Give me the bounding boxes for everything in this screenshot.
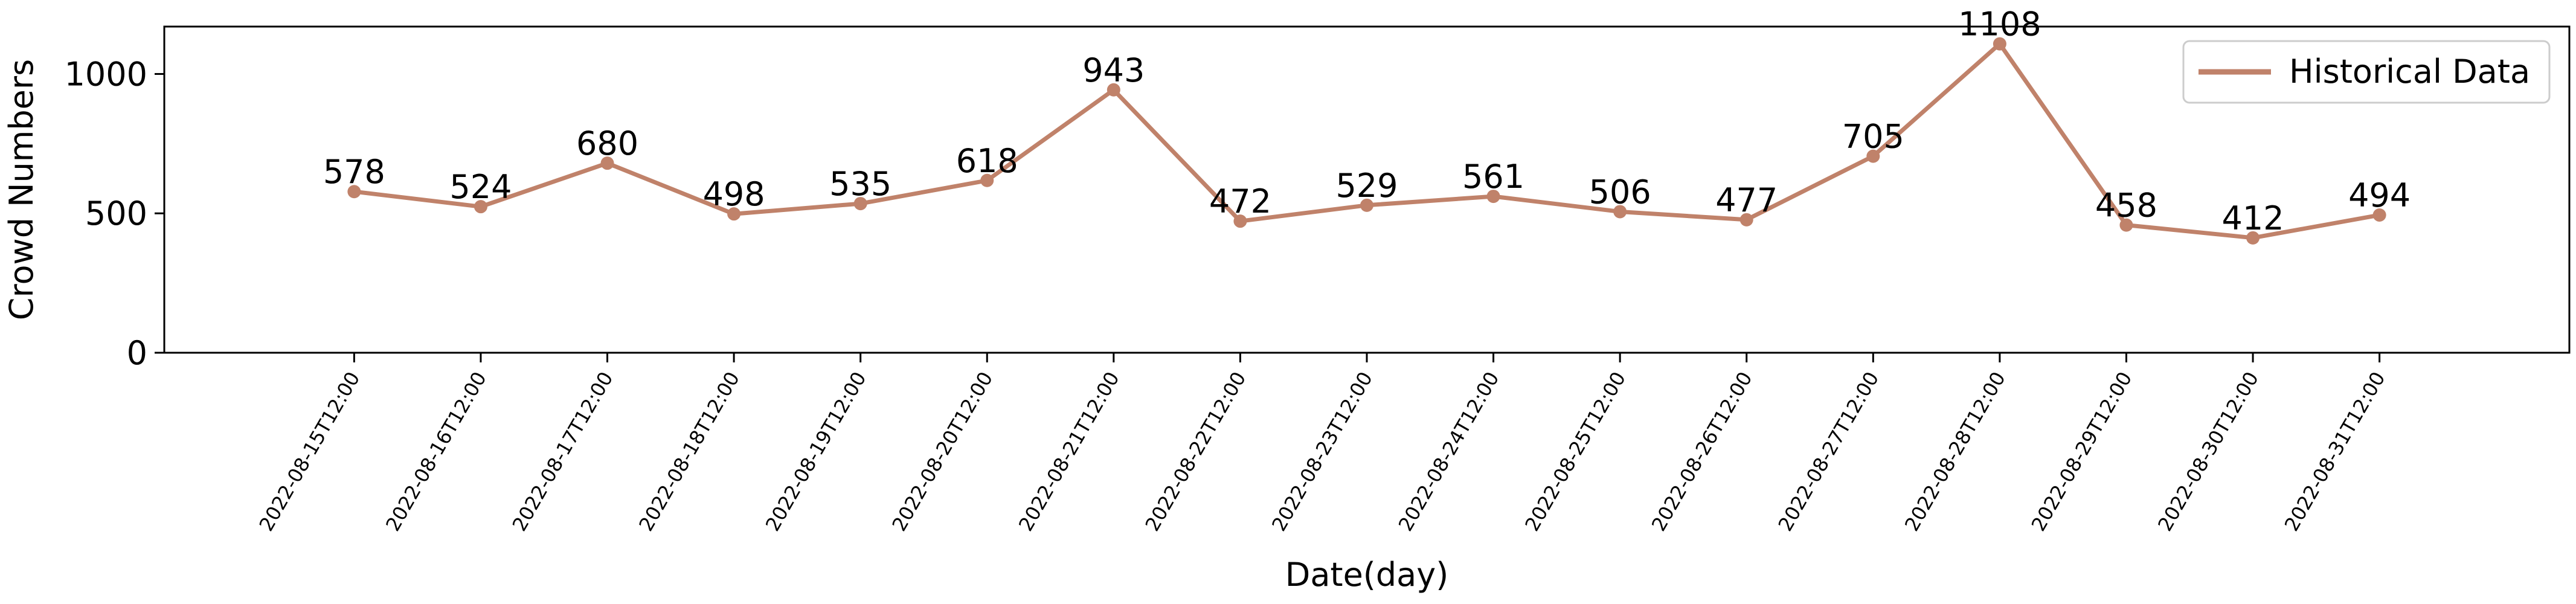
- data-point: [2119, 218, 2133, 232]
- series-layer: [347, 37, 2386, 245]
- data-labels: 578 524 680 498 535 618 943 472 529 561 506 477 705 1…: [323, 5, 2411, 237]
- x-axis-label: Date(day): [1285, 556, 1449, 594]
- x-tick-label: 2022-08-26T12:00: [1647, 368, 1757, 535]
- y-tick-label: 500: [85, 194, 147, 233]
- y-tick-label: 0: [127, 334, 147, 372]
- x-tick-label: 2022-08-18T12:00: [634, 368, 744, 535]
- legend-label-historical-data: Historical Data: [2289, 53, 2530, 91]
- data-label: 1108: [1958, 5, 2041, 43]
- data-label: 561: [1462, 158, 1524, 196]
- data-label: 472: [1209, 182, 1271, 220]
- data-label: 412: [2222, 199, 2284, 237]
- x-tick-label: 2022-08-29T12:00: [2027, 368, 2137, 535]
- data-point: [347, 185, 361, 199]
- data-point: [1613, 205, 1627, 219]
- plot-area: [163, 25, 2571, 354]
- data-point: [727, 207, 741, 221]
- data-label: 705: [1842, 118, 1904, 156]
- data-point: [2372, 208, 2386, 222]
- x-tick-label: 2022-08-31T12:00: [2280, 368, 2390, 535]
- x-tick-label: 2022-08-30T12:00: [2153, 368, 2263, 535]
- y-tick-label: 1000: [65, 55, 147, 93]
- x-axis: 2022-08-15T12:00 2022-08-16T12:00 2022-08-…: [255, 353, 2390, 535]
- x-tick-label: 2022-08-24T12:00: [1394, 368, 1504, 535]
- data-label: 578: [323, 153, 385, 191]
- data-label: 618: [956, 142, 1018, 180]
- data-point: [853, 197, 867, 211]
- data-point: [1233, 214, 1247, 228]
- x-tick-label: 2022-08-25T12:00: [1520, 368, 1630, 535]
- data-point: [1107, 83, 1120, 97]
- legend: Historical Data: [2182, 40, 2551, 104]
- data-label: 680: [576, 124, 638, 162]
- data-label: 506: [1589, 173, 1651, 211]
- x-tick-label: 2022-08-19T12:00: [761, 368, 871, 535]
- data-label: 498: [703, 175, 765, 213]
- data-point: [980, 173, 994, 187]
- data-point: [600, 156, 614, 170]
- y-axis: 0 500 1000: [65, 55, 164, 372]
- data-point: [1739, 213, 1753, 226]
- x-tick-label: 2022-08-16T12:00: [381, 368, 491, 535]
- x-tick-label: 2022-08-28T12:00: [1900, 368, 2010, 535]
- data-label: 458: [2095, 187, 2157, 225]
- data-point: [474, 200, 487, 214]
- y-axis-label: Crowd Numbers: [2, 59, 40, 320]
- x-tick-label: 2022-08-22T12:00: [1141, 368, 1251, 535]
- x-tick-label: 2022-08-20T12:00: [887, 368, 997, 535]
- data-label: 535: [829, 165, 891, 203]
- data-point: [1360, 198, 1373, 212]
- x-tick-label: 2022-08-23T12:00: [1267, 368, 1377, 535]
- legend-box: [2182, 40, 2551, 104]
- data-point: [1866, 149, 1880, 163]
- data-point: [1486, 190, 1500, 204]
- data-label: 943: [1082, 51, 1145, 89]
- data-label: 529: [1335, 167, 1398, 205]
- x-tick-label: 2022-08-15T12:00: [255, 368, 365, 535]
- data-point: [1993, 37, 2006, 51]
- x-tick-label: 2022-08-17T12:00: [508, 368, 618, 535]
- data-label: 494: [2348, 176, 2411, 214]
- data-label: 524: [449, 168, 512, 206]
- data-point: [2246, 231, 2260, 245]
- data-label: 477: [1715, 181, 1778, 219]
- x-tick-label: 2022-08-27T12:00: [1773, 368, 1883, 535]
- x-tick-label: 2022-08-21T12:00: [1014, 368, 1124, 535]
